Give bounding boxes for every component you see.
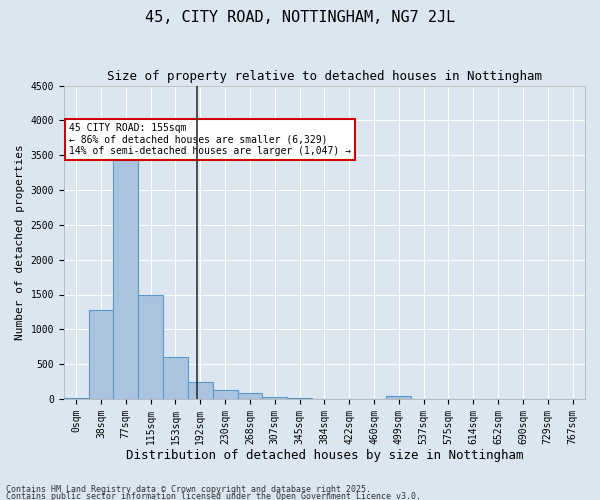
Bar: [386, 396, 411, 399]
Bar: [64, 398, 89, 399]
Text: Contains HM Land Registry data © Crown copyright and database right 2025.: Contains HM Land Registry data © Crown c…: [6, 486, 371, 494]
Text: 45, CITY ROAD, NOTTINGHAM, NG7 2JL: 45, CITY ROAD, NOTTINGHAM, NG7 2JL: [145, 10, 455, 25]
Text: Contains public sector information licensed under the Open Government Licence v3: Contains public sector information licen…: [6, 492, 421, 500]
Bar: [163, 357, 188, 399]
Bar: [212, 390, 238, 399]
Bar: [89, 310, 113, 399]
Bar: [188, 382, 212, 399]
Title: Size of property relative to detached houses in Nottingham: Size of property relative to detached ho…: [107, 70, 542, 83]
Bar: [238, 394, 262, 399]
Bar: [287, 398, 312, 399]
Bar: [113, 154, 138, 399]
X-axis label: Distribution of detached houses by size in Nottingham: Distribution of detached houses by size …: [125, 450, 523, 462]
Bar: [262, 397, 287, 399]
Bar: [138, 295, 163, 399]
Y-axis label: Number of detached properties: Number of detached properties: [15, 144, 25, 340]
Text: 45 CITY ROAD: 155sqm
← 86% of detached houses are smaller (6,329)
14% of semi-de: 45 CITY ROAD: 155sqm ← 86% of detached h…: [69, 123, 351, 156]
